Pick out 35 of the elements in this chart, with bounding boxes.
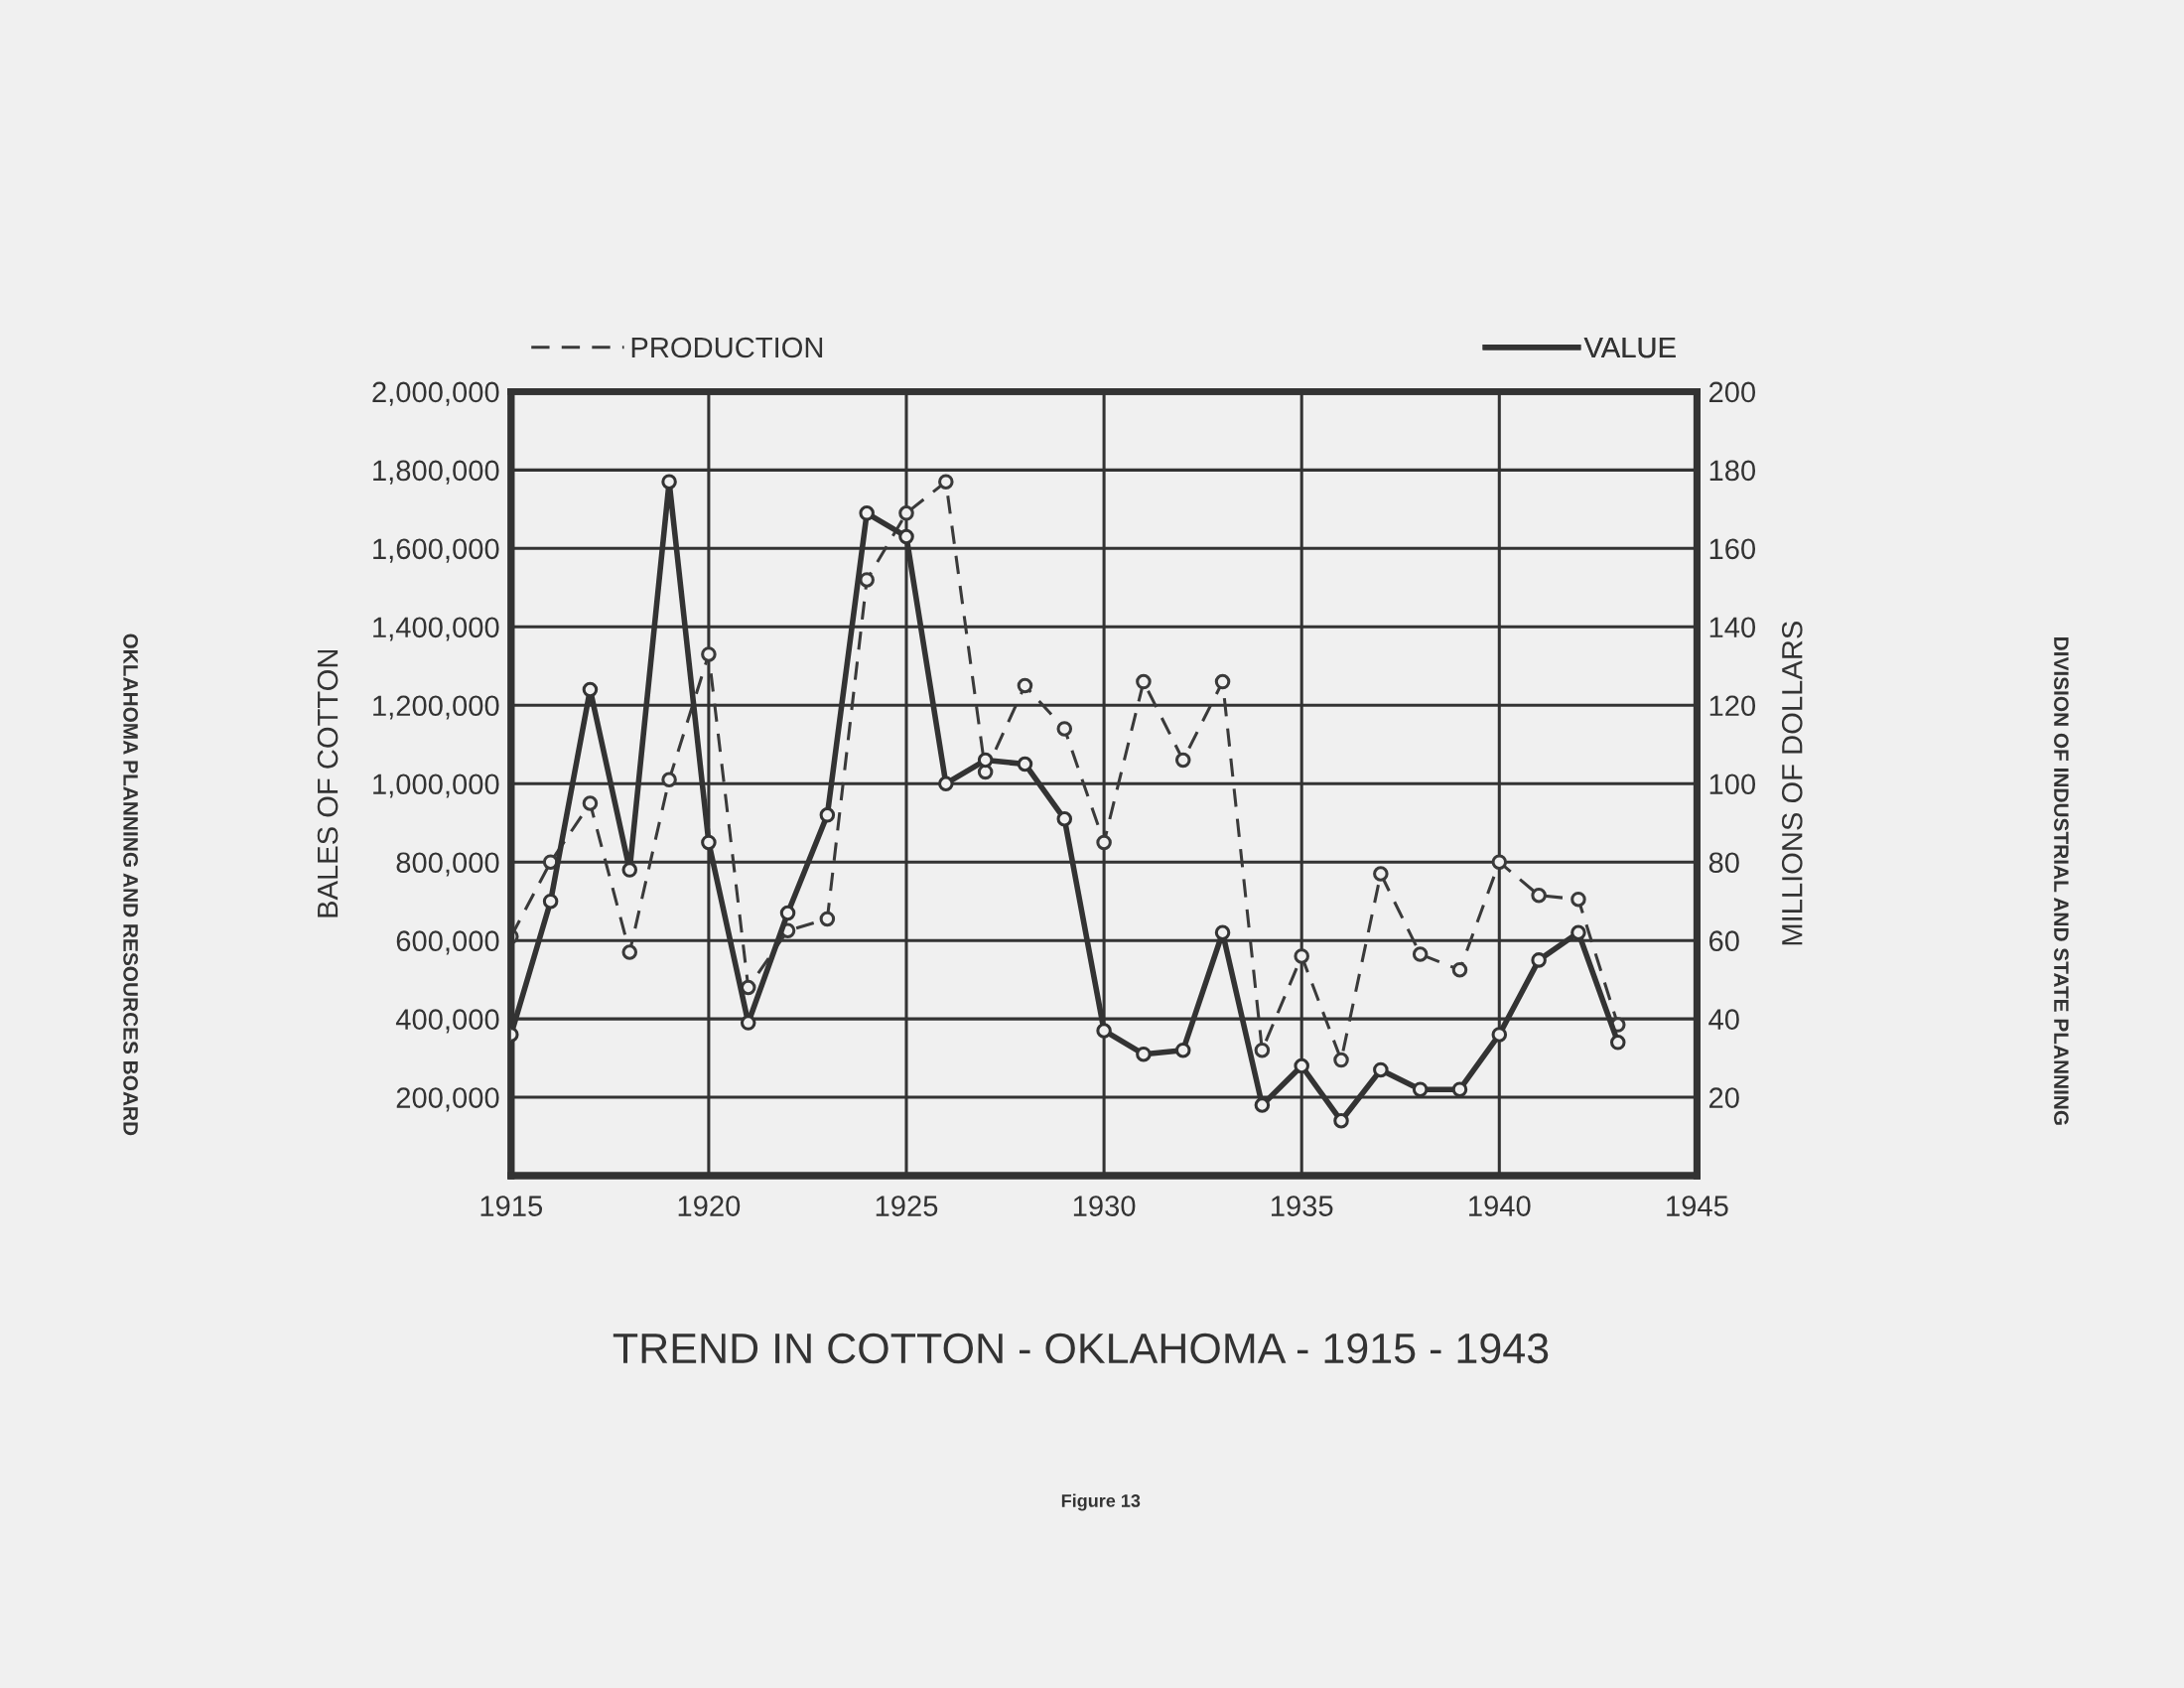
y2-tick-label: 80 bbox=[1708, 852, 1739, 874]
y-tick-label: 1,400,000 bbox=[373, 617, 499, 641]
x-tick-label: 1925 bbox=[876, 1196, 938, 1216]
x-tick-label: 1945 bbox=[1667, 1196, 1728, 1216]
x-tick-label: 1920 bbox=[678, 1196, 741, 1216]
y-tick-label: 1,800,000 bbox=[373, 460, 499, 485]
y2-tick-label: 60 bbox=[1708, 930, 1739, 952]
x-tick-label: 1915 bbox=[480, 1196, 543, 1216]
legend-label: PRODUCTION bbox=[631, 337, 823, 358]
text: OKLAHOMA PLANNING AND RESOURCES BOARD bbox=[123, 633, 138, 1136]
y2-tick-label: 180 bbox=[1709, 460, 1756, 482]
y-tick-label: 1,200,000 bbox=[373, 695, 499, 720]
x-tick-label: 1940 bbox=[1469, 1196, 1531, 1216]
y2-tick-label: 200 bbox=[1708, 381, 1756, 403]
y-tick-label: 1,600,000 bbox=[373, 538, 499, 563]
y2-tick-label: 20 bbox=[1708, 1087, 1739, 1108]
y2-tick-label: 160 bbox=[1709, 538, 1756, 560]
y-axis-title: BALES OF COTTON bbox=[317, 649, 339, 917]
y2-axis-title: MILLIONS OF DOLLARS bbox=[1781, 622, 1803, 945]
x-tick-label: 1930 bbox=[1073, 1196, 1136, 1216]
y2-tick-label: 100 bbox=[1709, 774, 1756, 795]
y-tick-label: 600,000 bbox=[396, 930, 499, 955]
x-tick-label: 1935 bbox=[1271, 1196, 1333, 1216]
legend-label: VALUE bbox=[1583, 337, 1676, 358]
text: DIVISION OF INDUSTRIAL AND STATE PLANNING bbox=[2054, 637, 2069, 1125]
y2-tick-label: 140 bbox=[1709, 617, 1756, 638]
y-tick-label: 400,000 bbox=[395, 1009, 499, 1034]
y-tick-label: 200,000 bbox=[396, 1087, 499, 1112]
caption: Figure 13 bbox=[1061, 1493, 1141, 1511]
y2-tick-label: 40 bbox=[1708, 1009, 1739, 1030]
y-tick-label: 1,000,000 bbox=[373, 774, 499, 798]
y-tick-label: 800,000 bbox=[396, 852, 499, 877]
y2-tick-label: 120 bbox=[1709, 695, 1756, 717]
y-tick-label: 2,000,000 bbox=[372, 381, 499, 406]
text: TREND IN COTTON - OKLAHOMA - 1915 - 1943 bbox=[613, 1333, 1549, 1364]
